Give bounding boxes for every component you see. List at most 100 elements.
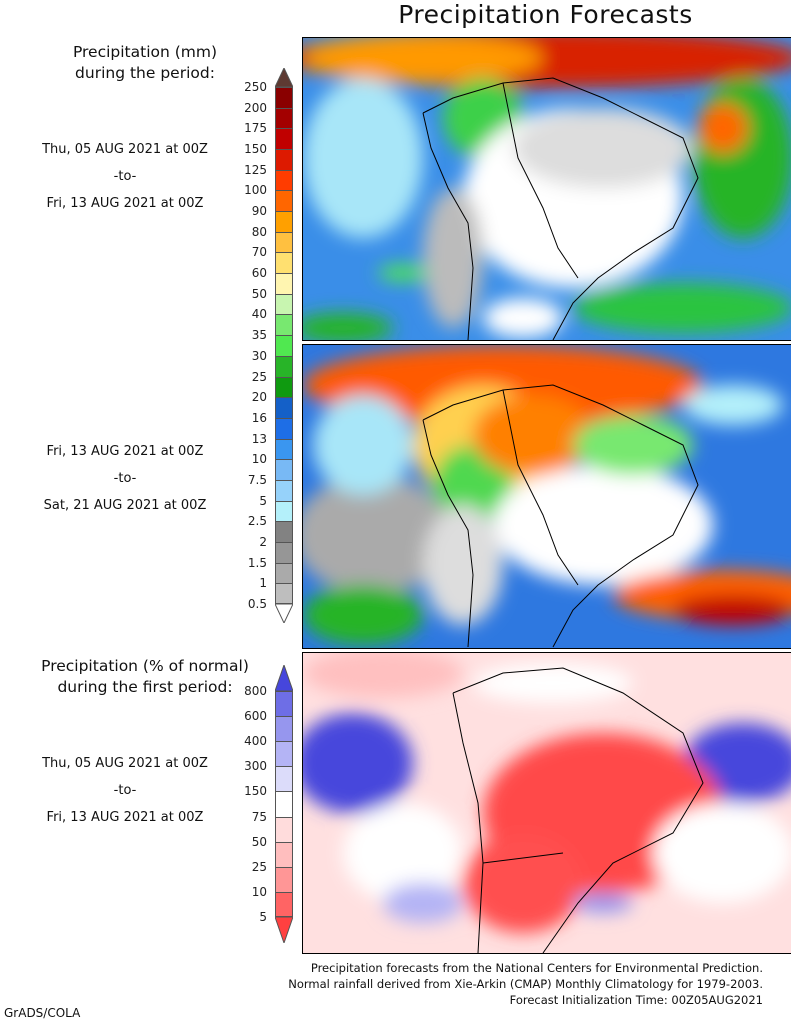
colorbar-segment xyxy=(275,211,293,232)
colorbar-segment xyxy=(275,562,293,584)
precip-region xyxy=(313,395,413,495)
pct-colorbar: 800 600 400 300 150 75 50 25 10 5 xyxy=(244,665,293,943)
colorbar-segment xyxy=(275,459,293,480)
precip-region xyxy=(303,313,393,340)
colorbar-segment xyxy=(275,252,293,274)
colorbar-label: 10 xyxy=(251,452,267,467)
precip-region xyxy=(303,585,423,645)
colorbar-label: 1.5 xyxy=(247,555,267,570)
pct-period-start: Thu, 05 AUG 2021 at 00Z xyxy=(42,756,208,771)
precip-region xyxy=(483,298,563,338)
precip-region xyxy=(573,893,633,913)
precip-region xyxy=(303,38,543,83)
precip-region xyxy=(473,663,633,703)
colorbar-segment xyxy=(275,355,293,377)
precip-region xyxy=(303,713,413,813)
colorbar-label: 25 xyxy=(251,859,267,874)
precip-region xyxy=(693,78,791,238)
colorbar-label: 7.5 xyxy=(247,472,267,487)
colorbar-segment xyxy=(275,583,293,604)
colorbar-segment xyxy=(275,541,293,563)
period2-start: Fri, 13 AUG 2021 at 00Z xyxy=(46,444,204,459)
colorbar-segment xyxy=(275,816,293,842)
precip-region xyxy=(303,78,423,238)
colorbar-segment xyxy=(275,273,293,294)
colorbar-label: 150 xyxy=(244,784,267,799)
period2-label: Fri, 13 AUG 2021 at 00Z -to- Sat, 21 AUG… xyxy=(0,438,250,519)
colorbar-segment xyxy=(275,791,293,817)
colorbar-label: 800 xyxy=(244,684,267,698)
precip-region xyxy=(653,803,791,903)
colorbar-label: 50 xyxy=(251,286,267,301)
credit: GrADS/COLA xyxy=(4,1006,81,1020)
colorbar-over-arrow xyxy=(275,68,293,87)
colorbar-label: 25 xyxy=(251,369,267,384)
colorbar-under-arrow xyxy=(275,604,293,623)
precip-region xyxy=(493,465,713,585)
colorbar-segment xyxy=(275,293,293,315)
precip-region xyxy=(378,265,428,281)
colorbar-segment xyxy=(275,417,293,439)
colorbar-label: 16 xyxy=(251,410,267,425)
colorbar-segment xyxy=(275,479,293,501)
precip-region xyxy=(303,653,463,698)
period2-sep: -to- xyxy=(113,471,137,486)
precip-region xyxy=(463,833,583,933)
colorbar-label: 2 xyxy=(259,534,267,549)
coastline xyxy=(422,384,699,648)
precip-region xyxy=(673,595,791,625)
pct-header: Precipitation (% of normal) during the f… xyxy=(10,656,280,698)
pct-header-line2: during the first period: xyxy=(57,678,233,696)
pct-period-label: Thu, 05 AUG 2021 at 00Z -to- Fri, 13 AUG… xyxy=(0,750,250,831)
period1-label: Thu, 05 AUG 2021 at 00Z -to- Fri, 13 AUG… xyxy=(0,136,250,217)
colorbar-label: 600 xyxy=(244,709,267,724)
colorbar-segment xyxy=(275,741,293,767)
colorbar-label: 1 xyxy=(259,576,267,591)
colorbar-label: 100 xyxy=(244,183,267,198)
colorbar-segment xyxy=(275,438,293,460)
pct-period-end: Fri, 13 AUG 2021 at 00Z xyxy=(46,810,204,825)
colorbar-segment xyxy=(275,376,293,398)
colorbar-label: 40 xyxy=(251,307,267,322)
precip-region xyxy=(423,505,503,625)
colorbar-segment xyxy=(275,691,293,717)
colorbar-label: 90 xyxy=(251,204,267,219)
precip-region xyxy=(513,108,693,188)
colorbar-label: 50 xyxy=(251,834,267,849)
mm-header: Precipitation (mm) during the period: xyxy=(20,42,270,84)
precip-region xyxy=(343,803,463,903)
precip-region xyxy=(423,188,483,328)
colorbar-label: 125 xyxy=(244,162,267,177)
colorbar-segment xyxy=(275,716,293,742)
colorbar-label: 2.5 xyxy=(247,514,267,529)
precip-region xyxy=(303,475,453,595)
pct-header-line1: Precipitation (% of normal) xyxy=(41,657,249,675)
colorbar-label: 75 xyxy=(251,809,267,824)
footer-line2: Normal rainfall derived from Xie-Arkin (… xyxy=(288,977,763,991)
colorbar-segment xyxy=(275,231,293,253)
colorbar-label: 150 xyxy=(244,142,267,157)
pct-period-sep: -to- xyxy=(113,783,137,798)
colorbar-label: 70 xyxy=(251,245,267,260)
colorbar-segment xyxy=(275,314,293,336)
precip-region xyxy=(573,283,791,333)
colorbar-segment xyxy=(275,500,293,522)
colorbar-label: 400 xyxy=(244,734,267,749)
colorbar-under-arrow xyxy=(275,917,293,943)
colorbar-segment xyxy=(275,397,293,418)
colorbar-segment xyxy=(275,335,293,356)
colorbar-label: 200 xyxy=(244,100,267,115)
colorbar-label: 300 xyxy=(244,759,267,774)
mm-header-line2: during the period: xyxy=(75,64,215,82)
colorbar-over-arrow xyxy=(275,665,293,691)
colorbar-label: 5 xyxy=(259,493,267,508)
precip-region xyxy=(383,883,463,923)
precip-region xyxy=(473,395,593,475)
map-period1 xyxy=(302,37,791,341)
colorbar-label: 175 xyxy=(244,121,267,136)
footer-notes: Precipitation forecasts from the Nationa… xyxy=(288,960,763,1008)
map-percent-normal xyxy=(302,652,791,954)
colorbar-segment xyxy=(275,190,293,212)
colorbar-segment xyxy=(275,841,293,867)
colorbar-label: 250 xyxy=(244,80,267,94)
